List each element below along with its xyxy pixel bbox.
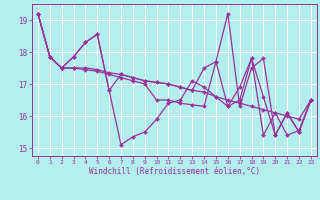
X-axis label: Windchill (Refroidissement éolien,°C): Windchill (Refroidissement éolien,°C) [89, 167, 260, 176]
